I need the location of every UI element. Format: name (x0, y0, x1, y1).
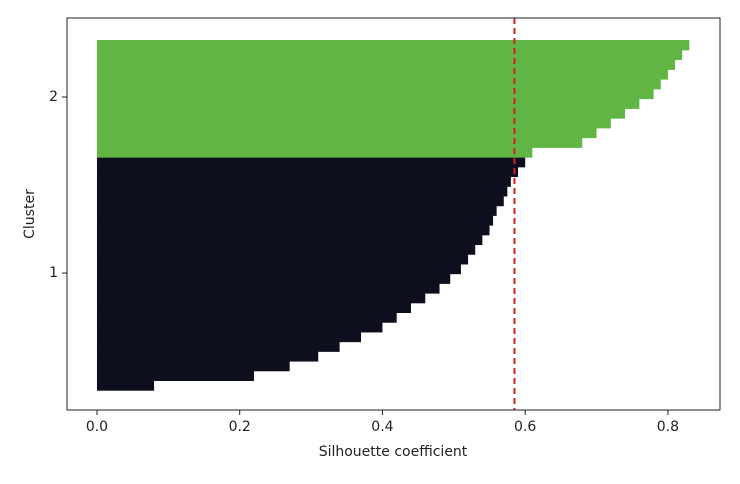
silhouette-bar (96, 59, 676, 70)
silhouette-bar (96, 137, 583, 148)
silhouette-bar (96, 49, 683, 61)
silhouette-bar (96, 79, 661, 90)
silhouette-bar (96, 263, 461, 275)
silhouette-bar (96, 312, 397, 323)
silhouette-bar (96, 341, 340, 352)
silhouette-bar (96, 370, 254, 381)
y-axis-label: Cluster (22, 189, 38, 239)
silhouette-bar (96, 127, 597, 139)
silhouette-bar (96, 283, 440, 294)
silhouette-bar (96, 234, 483, 246)
silhouette-bar (96, 254, 469, 265)
silhouette-bar (96, 157, 526, 168)
silhouette-bar (96, 195, 504, 207)
x-axis-label: Silhouette coefficient (319, 444, 468, 460)
y-tick-label: 2 (49, 89, 58, 105)
silhouette-bar (96, 293, 426, 304)
x-tick-label: 0.2 (229, 419, 251, 435)
silhouette-bar (96, 176, 511, 187)
y-tick-label: 1 (49, 265, 58, 281)
silhouette-bar (96, 40, 690, 51)
silhouette-bar (96, 215, 494, 226)
silhouette-bar (96, 166, 519, 178)
silhouette-bar (96, 147, 533, 158)
silhouette-bar (96, 331, 362, 343)
x-tick-label: 0.8 (657, 419, 679, 435)
silhouette-bar (96, 273, 451, 284)
silhouette-bar (96, 302, 411, 314)
silhouette-bar (96, 88, 654, 100)
silhouette-bar (96, 205, 497, 216)
silhouette-bar (96, 108, 626, 119)
silhouette-bar (96, 98, 640, 109)
silhouette-bar (96, 118, 611, 129)
x-tick-label: 0.4 (371, 419, 393, 435)
plot-frame (66, 17, 721, 411)
silhouette-bar (96, 351, 319, 362)
silhouette-bar (96, 322, 383, 333)
silhouette-bar (96, 380, 155, 391)
silhouette-bar (96, 69, 668, 80)
silhouette-bar (96, 360, 290, 372)
x-tick-label: 0.0 (86, 419, 108, 435)
silhouette-bar (96, 244, 476, 255)
silhouette-bar (96, 225, 490, 236)
silhouette-bar (96, 186, 508, 197)
x-tick-label: 0.6 (514, 419, 536, 435)
